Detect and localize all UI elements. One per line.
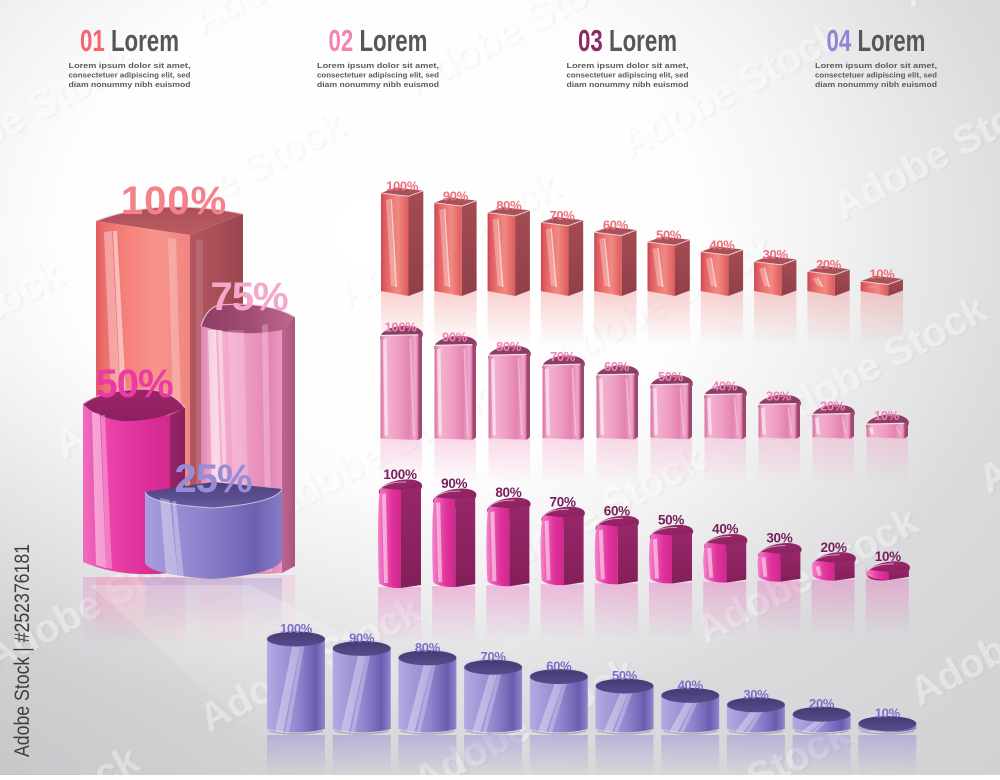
svg-text:Lorem ipsum dolor sit amet,: Lorem ipsum dolor sit amet, — [567, 61, 689, 70]
svg-text:diam nonummy nibh euismod: diam nonummy nibh euismod — [317, 80, 440, 89]
svg-text:Lorem ipsum dolor sit amet,: Lorem ipsum dolor sit amet, — [69, 61, 191, 70]
svg-text:100%: 100% — [121, 179, 227, 223]
svg-text:03 Lorem: 03 Lorem — [578, 24, 677, 58]
svg-text:20%: 20% — [821, 540, 847, 555]
svg-text:50%: 50% — [95, 362, 172, 406]
svg-text:90%: 90% — [441, 476, 467, 491]
svg-text:20%: 20% — [820, 398, 846, 413]
svg-text:10%: 10% — [869, 267, 895, 282]
svg-text:Lorem ipsum dolor sit amet,: Lorem ipsum dolor sit amet, — [317, 61, 439, 70]
svg-text:01 Lorem: 01 Lorem — [80, 24, 179, 58]
svg-text:70%: 70% — [549, 208, 575, 223]
svg-text:100%: 100% — [386, 179, 419, 194]
svg-text:60%: 60% — [546, 659, 572, 674]
svg-text:10%: 10% — [875, 549, 901, 564]
svg-text:Adobe Stock | #252376181: Adobe Stock | #252376181 — [11, 544, 34, 757]
svg-text:30%: 30% — [766, 388, 792, 403]
svg-text:10%: 10% — [875, 706, 901, 721]
svg-text:consectetuer adipiscing elit,: consectetuer adipiscing elit, sed — [317, 71, 440, 80]
svg-text:10%: 10% — [874, 408, 900, 423]
svg-text:70%: 70% — [550, 349, 576, 364]
svg-text:40%: 40% — [678, 677, 704, 692]
svg-text:50%: 50% — [658, 369, 684, 384]
svg-text:40%: 40% — [709, 237, 735, 252]
svg-text:consectetuer adipiscing elit,: consectetuer adipiscing elit, sed — [69, 71, 192, 80]
svg-text:70%: 70% — [550, 494, 576, 509]
svg-text:Lorem ipsum dolor sit amet,: Lorem ipsum dolor sit amet, — [815, 61, 937, 70]
svg-text:diam nonummy nibh euismod: diam nonummy nibh euismod — [815, 80, 938, 89]
svg-text:90%: 90% — [442, 329, 468, 344]
svg-text:30%: 30% — [743, 687, 769, 702]
svg-text:75%: 75% — [210, 275, 287, 319]
svg-text:02 Lorem: 02 Lorem — [329, 24, 428, 58]
svg-text:100%: 100% — [383, 467, 417, 482]
svg-text:04 Lorem: 04 Lorem — [827, 24, 926, 58]
svg-text:consectetuer adipiscing elit,: consectetuer adipiscing elit, sed — [815, 71, 938, 80]
svg-text:100%: 100% — [280, 621, 313, 636]
svg-text:20%: 20% — [809, 696, 835, 711]
svg-text:30%: 30% — [763, 247, 789, 262]
svg-text:50%: 50% — [612, 668, 638, 683]
svg-text:60%: 60% — [603, 218, 629, 233]
svg-text:diam nonummy nibh euismod: diam nonummy nibh euismod — [567, 80, 690, 89]
svg-text:20%: 20% — [816, 257, 842, 272]
svg-text:consectetuer adipiscing elit,: consectetuer adipiscing elit, sed — [567, 71, 690, 80]
svg-text:50%: 50% — [658, 513, 684, 528]
svg-text:50%: 50% — [656, 228, 682, 243]
svg-text:90%: 90% — [443, 188, 469, 203]
svg-text:90%: 90% — [349, 630, 375, 645]
svg-text:40%: 40% — [712, 522, 738, 537]
svg-text:40%: 40% — [712, 379, 738, 394]
svg-text:80%: 80% — [496, 339, 522, 354]
svg-text:diam nonummy nibh euismod: diam nonummy nibh euismod — [69, 80, 192, 89]
svg-text:25%: 25% — [174, 457, 251, 501]
svg-text:100%: 100% — [384, 320, 417, 335]
svg-text:70%: 70% — [481, 649, 507, 664]
svg-text:80%: 80% — [496, 198, 522, 213]
svg-text:60%: 60% — [604, 503, 630, 518]
svg-text:80%: 80% — [415, 640, 441, 655]
svg-text:60%: 60% — [604, 359, 630, 374]
svg-text:30%: 30% — [766, 531, 792, 546]
svg-text:80%: 80% — [495, 485, 521, 500]
